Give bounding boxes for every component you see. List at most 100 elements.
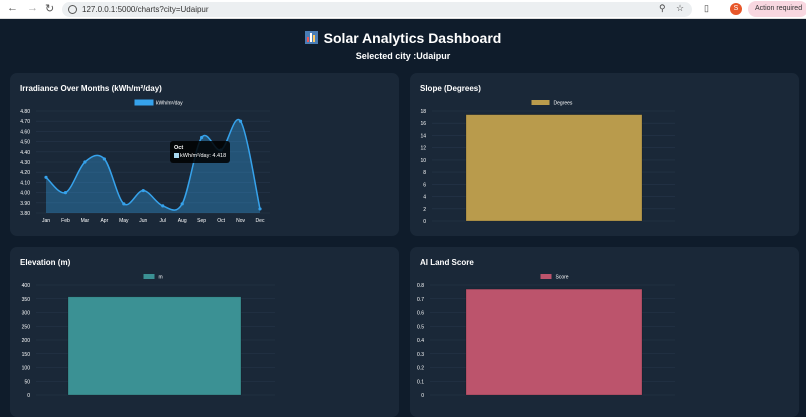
y-tick-label: 0 <box>423 219 426 225</box>
x-tick-label: Feb <box>61 218 70 224</box>
elevation-card: Elevation (m) 400 350 300 250 200 150 100 50 0 m <box>10 247 399 417</box>
y-tick-label: 3.80 <box>20 211 30 217</box>
y-tick-label: 4.30 <box>20 160 30 166</box>
legend-swatch <box>143 274 155 279</box>
chart-title: Elevation (m) <box>20 258 71 267</box>
zoom-icon[interactable]: ⚲ <box>659 3 666 13</box>
irradiance-card: Irradiance Over Months (kWh/m²/day) 4.80… <box>10 73 399 236</box>
elevation-chart[interactable]: 400 350 300 250 200 150 100 50 0 m <box>10 247 399 417</box>
data-point <box>102 157 106 161</box>
forward-icon[interactable]: → <box>27 2 38 14</box>
data-point <box>83 160 87 164</box>
y-tick-label: 0.6 <box>417 311 424 317</box>
y-tick-label: 0.2 <box>417 366 424 372</box>
x-tick-label: Nov <box>236 218 245 224</box>
y-tick-label: 200 <box>22 338 31 344</box>
x-tick-label: Jan <box>42 218 50 224</box>
slope-card: Slope (Degrees) 18 16 14 12 10 8 6 4 2 0 Degrees <box>410 73 799 236</box>
y-tick-label: 300 <box>22 311 31 317</box>
legend-swatch <box>540 274 552 279</box>
x-tick-label: Dec <box>256 218 265 224</box>
legend-swatch <box>134 99 154 106</box>
legend-swatch <box>531 100 550 105</box>
y-tick-label: 10 <box>420 158 426 164</box>
y-tick-label: 4.60 <box>20 129 30 135</box>
legend-label: m <box>159 275 163 281</box>
data-point <box>44 175 48 179</box>
bar <box>67 296 242 396</box>
y-tick-label: 2 <box>423 207 426 213</box>
y-tick-label: 12 <box>420 146 426 152</box>
y-tick-label: 8 <box>423 170 426 176</box>
data-point <box>238 119 243 123</box>
y-tick-label: 16 <box>420 121 426 127</box>
slope-chart[interactable]: 18 16 14 12 10 8 6 4 2 0 Degrees <box>410 73 799 236</box>
y-tick-label: 0.1 <box>417 379 424 385</box>
y-tick-label: 0.4 <box>417 338 424 344</box>
profile-initial: S <box>733 5 739 12</box>
score-card: AI Land Score 0.8 0.7 0.6 0.5 0.4 0.3 0.2 0.1 0 S… <box>410 247 799 417</box>
profile-avatar[interactable]: S <box>730 3 742 15</box>
y-tick-label: 4.80 <box>20 109 30 115</box>
x-tick-label: May <box>119 218 129 224</box>
data-point <box>180 202 184 206</box>
data-point <box>63 191 68 195</box>
tooltip-label: kWh/m²/day: 4.418 <box>180 153 227 159</box>
browser-toolbar: ← → ↻ 127.0.0.1:5000/charts?city=Udaipur… <box>0 0 806 19</box>
bar <box>465 114 643 222</box>
y-tick-label: 50 <box>24 379 30 385</box>
chart-title: Slope (Degrees) <box>420 84 481 93</box>
y-tick-label: 18 <box>420 109 426 115</box>
data-point <box>258 207 262 211</box>
chart-tooltip: Oct kWh/m²/day: 4.418 <box>170 141 231 163</box>
data-point <box>122 202 126 206</box>
y-tick-label: 0.8 <box>417 283 424 289</box>
data-point <box>161 204 165 208</box>
bar <box>465 288 643 396</box>
y-tick-label: 6 <box>423 182 426 188</box>
x-tick-label: Jul <box>160 218 166 224</box>
y-tick-label: 100 <box>22 366 31 372</box>
y-tick-label: 0.3 <box>417 352 424 358</box>
y-tick-label: 400 <box>22 283 31 289</box>
y-tick-label: 4 <box>423 195 426 201</box>
x-tick-label: Jun <box>139 218 147 224</box>
bookmark-star-icon[interactable]: ☆ <box>676 3 685 13</box>
action-required-button[interactable]: Action required <box>748 1 806 17</box>
chart-title: Irradiance Over Months (kWh/m²/day) <box>20 84 162 93</box>
y-tick-label: 3.90 <box>20 201 30 207</box>
legend-label: kWh/m²/day <box>156 101 183 107</box>
y-tick-label: 150 <box>22 352 31 358</box>
data-point <box>141 188 145 193</box>
y-tick-label: 4.70 <box>20 119 30 125</box>
y-tick-label: 4.20 <box>20 170 30 176</box>
bar-chart-icon <box>304 31 318 44</box>
back-icon[interactable]: ← <box>7 2 18 14</box>
tooltip-swatch <box>174 153 179 158</box>
y-tick-label: 0.7 <box>417 297 424 303</box>
y-tick-label: 4.50 <box>20 140 30 146</box>
site-info-icon[interactable] <box>68 5 77 14</box>
action-label: Action required <box>755 5 803 12</box>
y-tick-label: 14 <box>420 133 426 139</box>
data-point <box>200 135 204 140</box>
y-tick-label: 0.5 <box>417 324 424 330</box>
extensions-icon[interactable]: ▯ <box>704 3 709 13</box>
y-tick-label: 4.10 <box>20 180 30 186</box>
page-title: Solar Analytics Dashboard <box>0 30 806 46</box>
x-tick-label: Sep <box>197 218 206 224</box>
area-fill <box>46 119 260 213</box>
x-tick-label: Mar <box>81 218 90 224</box>
reload-icon[interactable]: ↻ <box>45 3 55 15</box>
score-chart[interactable]: 0.8 0.7 0.6 0.5 0.4 0.3 0.2 0.1 0 Score <box>410 247 799 417</box>
irradiance-chart[interactable]: 4.80 4.70 4.60 4.50 4.40 4.30 4.20 4.10 4.00 3.90… <box>10 73 399 236</box>
address-bar[interactable]: 127.0.0.1:5000/charts?city=Udaipur <box>62 2 692 17</box>
x-tick-label: Oct <box>217 218 225 224</box>
y-tick-label: 0 <box>421 393 424 399</box>
title-text: Solar Analytics Dashboard <box>323 30 502 46</box>
y-tick-label: 0 <box>27 393 30 399</box>
x-tick-label: Aug <box>178 218 187 224</box>
y-tick-label: 250 <box>22 324 31 330</box>
tooltip-title: Oct <box>174 145 184 151</box>
selected-city: Selected city :Udaipur <box>355 51 451 61</box>
